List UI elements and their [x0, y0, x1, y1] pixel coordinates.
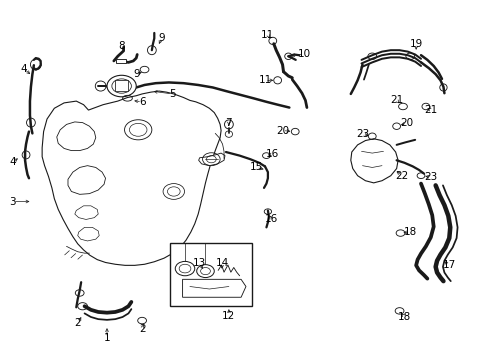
FancyArrowPatch shape	[64, 251, 69, 255]
Text: 11: 11	[261, 30, 274, 40]
Text: 8: 8	[118, 41, 124, 50]
Text: 19: 19	[408, 40, 422, 49]
Polygon shape	[78, 227, 99, 241]
Polygon shape	[350, 139, 397, 183]
FancyArrowPatch shape	[78, 255, 82, 259]
Polygon shape	[198, 153, 224, 166]
Text: 22: 22	[394, 171, 407, 181]
Polygon shape	[75, 206, 98, 220]
Text: 3: 3	[10, 197, 16, 207]
Polygon shape	[182, 279, 245, 297]
Polygon shape	[116, 59, 126, 63]
Text: 12: 12	[222, 311, 235, 320]
Text: 11: 11	[258, 75, 271, 85]
Text: 6: 6	[139, 97, 145, 107]
Text: 4: 4	[21, 64, 27, 74]
Text: 20: 20	[399, 118, 412, 128]
Text: 23: 23	[423, 172, 436, 182]
Text: 15: 15	[249, 162, 262, 172]
Text: 23: 23	[355, 129, 368, 139]
Polygon shape	[42, 91, 221, 265]
Polygon shape	[115, 80, 128, 91]
Text: 21: 21	[389, 95, 403, 105]
Text: 18: 18	[397, 312, 410, 322]
Text: 2: 2	[139, 324, 145, 334]
Text: 16: 16	[264, 215, 278, 224]
Text: 9: 9	[133, 69, 139, 79]
Text: 5: 5	[169, 89, 175, 99]
Text: 9: 9	[158, 33, 164, 43]
Text: 10: 10	[297, 49, 310, 59]
FancyArrowPatch shape	[71, 253, 76, 258]
Text: 21: 21	[423, 105, 436, 115]
Text: 1: 1	[103, 333, 110, 343]
Polygon shape	[57, 122, 96, 150]
Text: 13: 13	[193, 258, 206, 268]
Bar	[170, 243, 252, 306]
Text: 4: 4	[10, 157, 16, 167]
Text: 2: 2	[74, 319, 81, 328]
Text: 7: 7	[225, 118, 232, 128]
Text: 17: 17	[442, 260, 455, 270]
Circle shape	[107, 75, 136, 97]
Polygon shape	[68, 166, 105, 194]
Text: 16: 16	[265, 149, 279, 159]
Text: 14: 14	[216, 258, 229, 268]
Text: 20: 20	[275, 126, 288, 135]
Text: 18: 18	[403, 227, 416, 237]
